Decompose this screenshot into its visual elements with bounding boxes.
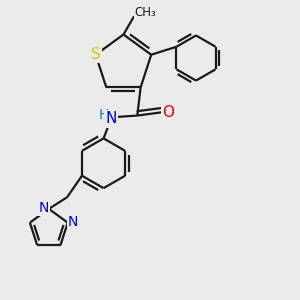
Text: O: O [162,105,174,120]
Text: CH₃: CH₃ [135,6,157,19]
Text: N: N [105,111,117,126]
Text: S: S [91,47,100,62]
Text: N: N [68,215,78,229]
Text: H: H [98,108,109,122]
Text: N: N [38,201,49,215]
